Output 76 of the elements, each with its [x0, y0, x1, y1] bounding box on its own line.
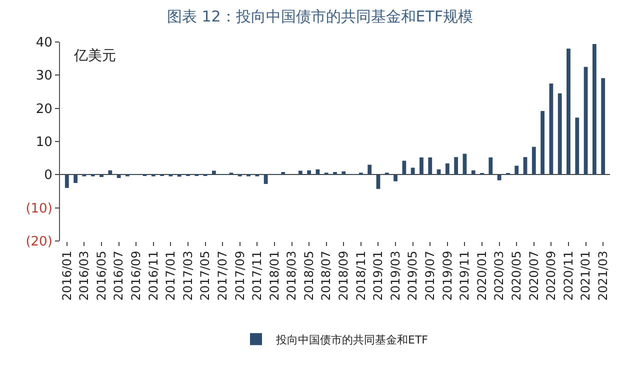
x-tick-label: 2017/03	[180, 250, 195, 301]
y-tick-label: 0	[44, 168, 52, 184]
bar	[298, 170, 302, 175]
x-tick-label: 2017/11	[250, 250, 264, 301]
bar	[488, 157, 493, 175]
x-tick-label: 2019/03	[388, 250, 402, 301]
bar	[402, 160, 406, 175]
bar	[584, 66, 588, 175]
x-tick-label: 2020/05	[510, 250, 524, 301]
x-tick-label: 2017/07	[215, 250, 230, 301]
y-tick-label: (20)	[26, 234, 52, 250]
bar	[74, 174, 78, 183]
x-tick-label: 2016/03	[77, 250, 92, 301]
y-tick-label: 10	[36, 135, 52, 150]
annotation: 亿美元	[73, 48, 116, 64]
y-tick-label: 30	[36, 68, 52, 84]
chart-title: 图表 12：投向中国债市的共同基金和ETF规模	[166, 7, 474, 26]
x-tick-label: 2018/01	[267, 250, 282, 301]
bar	[108, 170, 112, 175]
bar	[558, 93, 562, 175]
bar	[540, 110, 544, 175]
legend-label: 投向中国债市的共同基金和ETF	[275, 333, 428, 346]
x-tick-label: 2019/07	[423, 250, 438, 301]
x-tick-label: 2016/07	[112, 250, 126, 301]
bar	[420, 157, 424, 175]
x-tick-label: 2020/01	[474, 250, 489, 301]
x-tick-label: 2019/01	[371, 250, 386, 301]
x-tick-label: 2017/09	[232, 250, 247, 301]
bar	[368, 164, 372, 175]
bar	[212, 170, 216, 175]
bar	[532, 146, 536, 175]
bar	[410, 168, 415, 175]
bar	[342, 171, 346, 175]
bar	[471, 170, 476, 175]
x-tick-label: 2016/01	[60, 250, 74, 301]
x-tick-label: 2017/05	[198, 250, 212, 301]
x-tick-label: 2018/07	[319, 250, 334, 301]
x-tick-label: 2020/09	[544, 250, 558, 301]
bar	[333, 172, 337, 175]
bar	[116, 174, 121, 178]
bar	[566, 48, 570, 175]
x-tick-label: 2020/11	[561, 250, 576, 301]
x-tick-label: 2018/03	[284, 250, 299, 301]
bar	[376, 174, 380, 189]
bar	[394, 174, 398, 182]
bar	[307, 170, 311, 175]
x-tick-label: 2020/07	[526, 250, 541, 301]
y-tick-label: 20	[36, 102, 52, 117]
bar	[575, 118, 580, 175]
bar	[454, 157, 458, 175]
x-tick-label: 2018/05	[302, 250, 316, 301]
bar	[64, 174, 69, 188]
x-tick-label: 2020/03	[492, 250, 506, 301]
y-tick-label: 40	[36, 36, 52, 51]
x-tick-label: 2016/09	[129, 250, 143, 301]
x-tick-label: 2019/09	[440, 250, 454, 301]
bar	[514, 166, 519, 175]
bar	[549, 83, 554, 175]
x-tick-label: 2019/05	[406, 250, 420, 301]
x-tick-label: 2016/11	[146, 250, 160, 301]
bar	[592, 44, 596, 175]
x-tick-label: 2018/11	[354, 250, 368, 301]
bar	[281, 172, 286, 175]
x-tick-label: 2016/05	[94, 250, 108, 301]
bar	[497, 174, 502, 180]
bar	[264, 174, 268, 184]
bar	[428, 157, 432, 175]
bar	[601, 78, 606, 175]
x-tick-label: 2021/03	[596, 250, 610, 301]
x-tick-label: 2017/01	[164, 250, 178, 301]
x-tick-label: 2019/11	[458, 250, 472, 301]
x-tick-label: 2021/01	[578, 250, 593, 301]
y-tick-label: (10)	[26, 201, 52, 216]
bar	[177, 174, 182, 177]
x-tick-label: 2018/09	[336, 250, 351, 301]
bar	[445, 163, 450, 175]
